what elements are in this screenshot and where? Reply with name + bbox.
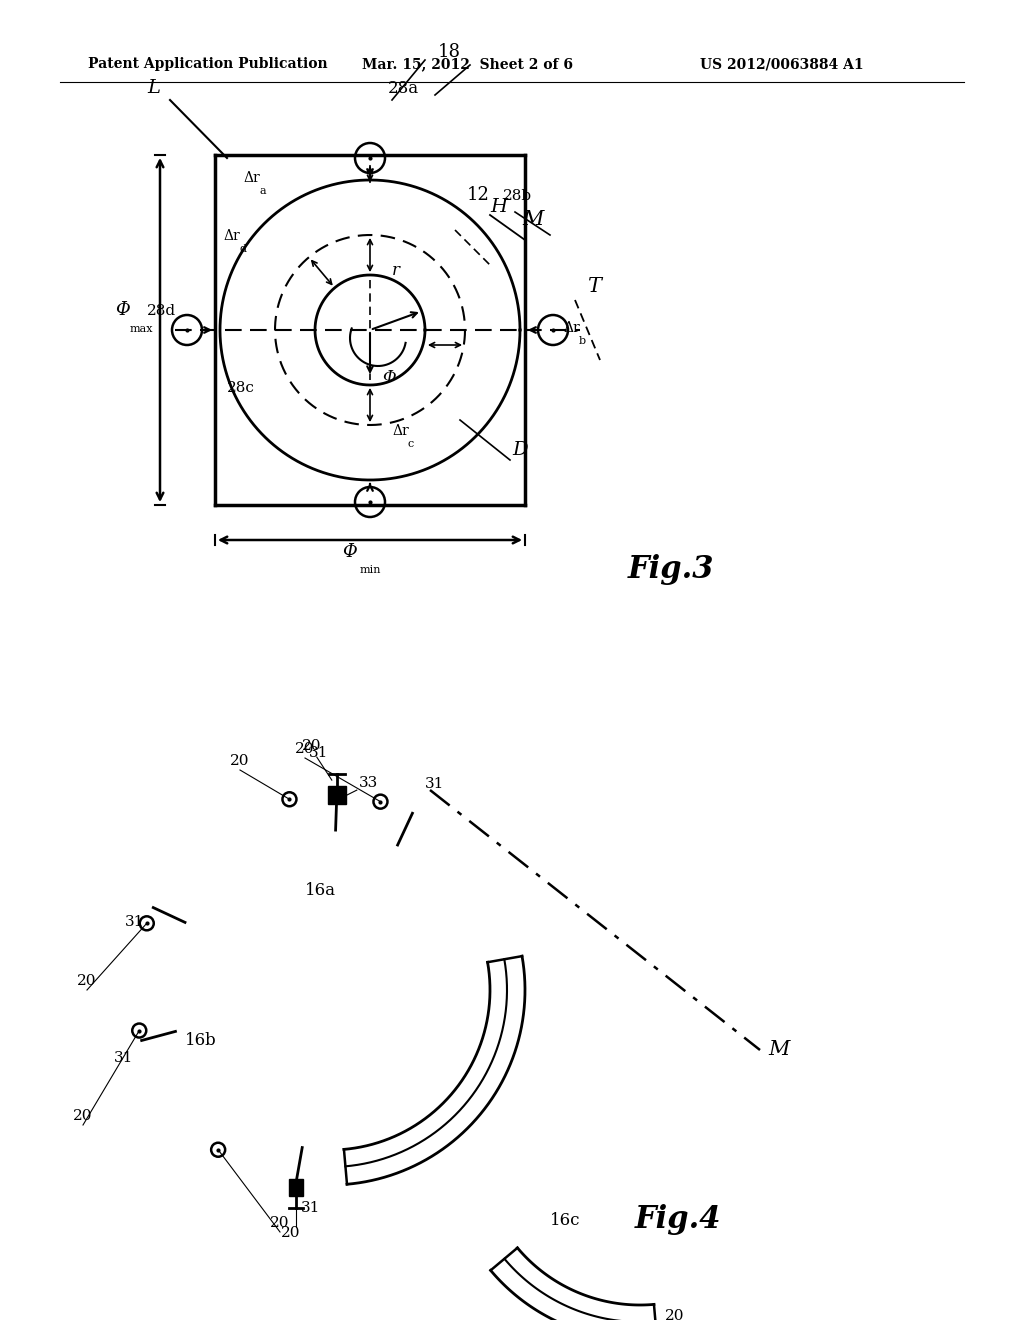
Text: H: H	[490, 198, 507, 216]
Text: 28c: 28c	[227, 381, 255, 395]
Polygon shape	[289, 1179, 303, 1196]
Text: 28d: 28d	[147, 304, 176, 318]
Text: M: M	[522, 210, 544, 228]
Text: 28b: 28b	[503, 189, 532, 203]
Text: 20: 20	[295, 742, 314, 756]
Text: b: b	[579, 337, 586, 346]
Text: 31: 31	[125, 915, 144, 928]
Text: D: D	[512, 441, 527, 459]
Text: 20: 20	[282, 1226, 301, 1239]
Text: 20: 20	[230, 754, 250, 768]
Text: 31: 31	[424, 777, 443, 791]
Text: 12: 12	[467, 186, 489, 205]
Text: 31: 31	[301, 1201, 321, 1214]
Text: max: max	[130, 323, 154, 334]
Text: Δr: Δr	[223, 228, 240, 243]
Text: 20: 20	[77, 974, 96, 987]
Text: Δr: Δr	[563, 321, 580, 335]
Text: Patent Application Publication: Patent Application Publication	[88, 57, 328, 71]
Text: min: min	[360, 565, 382, 576]
Text: 16c: 16c	[550, 1212, 581, 1229]
Text: L: L	[147, 79, 160, 96]
Text: M: M	[768, 1040, 790, 1059]
Text: Δr: Δr	[392, 424, 409, 438]
Text: US 2012/0063884 A1: US 2012/0063884 A1	[700, 57, 863, 71]
Text: a: a	[260, 186, 266, 195]
Text: 18: 18	[438, 44, 461, 61]
Text: 33: 33	[358, 776, 378, 791]
Text: Mar. 15, 2012  Sheet 2 of 6: Mar. 15, 2012 Sheet 2 of 6	[362, 57, 573, 71]
Text: 16b: 16b	[185, 1032, 217, 1049]
Text: d: d	[240, 244, 247, 253]
Text: 20: 20	[302, 739, 322, 754]
Text: 20: 20	[73, 1109, 92, 1123]
Text: Fig.4: Fig.4	[635, 1204, 722, 1236]
Text: Δr: Δr	[243, 172, 260, 185]
Text: c: c	[408, 440, 415, 449]
Text: Fig.3: Fig.3	[628, 554, 715, 585]
Text: 16a: 16a	[305, 882, 336, 899]
Text: Φ: Φ	[382, 370, 395, 385]
Text: 31: 31	[309, 746, 328, 760]
Polygon shape	[328, 787, 346, 804]
Text: Φ: Φ	[342, 543, 356, 561]
Text: r: r	[392, 261, 400, 279]
Text: 31: 31	[114, 1052, 133, 1065]
Text: T: T	[587, 277, 601, 296]
Text: Φ: Φ	[115, 301, 130, 319]
Text: 20: 20	[666, 1308, 685, 1320]
Text: 20: 20	[270, 1216, 290, 1230]
Text: 28a: 28a	[388, 81, 419, 96]
